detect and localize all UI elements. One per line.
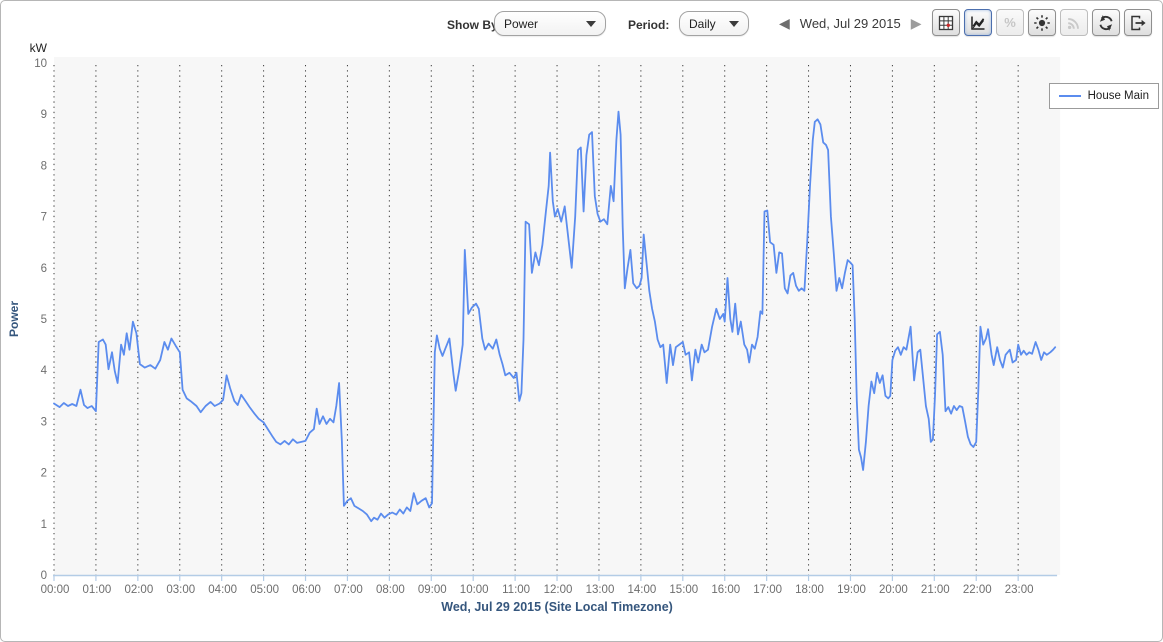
svg-text:9: 9 [41, 109, 47, 121]
previous-day-button[interactable]: ◀ [779, 15, 790, 31]
svg-text:23:00: 23:00 [1005, 584, 1034, 596]
period-dropdown[interactable]: Daily [679, 11, 749, 36]
table-grid-icon [938, 15, 954, 30]
export-icon [1131, 15, 1146, 30]
svg-text:04:00: 04:00 [208, 584, 237, 596]
svg-text:10:00: 10:00 [460, 584, 489, 596]
svg-text:19:00: 19:00 [837, 584, 866, 596]
x-axis-title: Wed, Jul 29 2015 (Site Local Timezone) [441, 600, 673, 614]
svg-text:17:00: 17:00 [753, 584, 782, 596]
svg-text:20:00: 20:00 [879, 584, 908, 596]
svg-text:18:00: 18:00 [795, 584, 824, 596]
percent-icon: % [1004, 15, 1016, 30]
svg-text:3: 3 [41, 416, 47, 428]
svg-text:10: 10 [34, 58, 47, 70]
feed-button [1060, 9, 1088, 36]
show-by-label: Show By: [447, 18, 502, 32]
svg-text:4: 4 [41, 365, 48, 377]
svg-text:06:00: 06:00 [292, 584, 321, 596]
svg-text:16:00: 16:00 [711, 584, 740, 596]
svg-text:02:00: 02:00 [124, 584, 153, 596]
svg-text:01:00: 01:00 [83, 584, 112, 596]
svg-text:7: 7 [41, 212, 47, 224]
unit-label: kW [30, 41, 48, 55]
gridlines [53, 65, 1019, 575]
svg-text:09:00: 09:00 [418, 584, 447, 596]
svg-text:15:00: 15:00 [669, 584, 698, 596]
svg-text:6: 6 [41, 263, 47, 275]
svg-text:13:00: 13:00 [586, 584, 615, 596]
line-chart-icon [971, 16, 985, 30]
refresh-icon [1099, 14, 1113, 31]
view-toolbar: % [932, 9, 1152, 36]
x-axis-labels: 00:00 01:00 02:00 03:00 04:00 05:00 06:00 07:00… [41, 584, 1034, 596]
svg-text:21:00: 21:00 [921, 584, 950, 596]
svg-text:2: 2 [41, 468, 47, 480]
chevron-down-icon [729, 20, 739, 27]
toolbar: Show By: Power Period: Daily ◀ Wed, Jul … [1, 1, 1162, 45]
svg-text:00:00: 00:00 [41, 584, 70, 596]
svg-text:1: 1 [41, 519, 47, 531]
svg-text:03:00: 03:00 [166, 584, 195, 596]
show-by-dropdown[interactable]: Power [494, 11, 606, 36]
svg-text:05:00: 05:00 [250, 584, 279, 596]
chevron-down-icon [586, 20, 596, 27]
svg-text:22:00: 22:00 [963, 584, 992, 596]
series-line-house-main [53, 110, 1057, 523]
export-button[interactable] [1124, 9, 1152, 36]
x-axis-ticks [53, 576, 1019, 581]
period-label: Period: [628, 18, 670, 32]
svg-text:11:00: 11:00 [502, 584, 530, 596]
show-by-value: Power [504, 16, 539, 31]
period-value: Daily [689, 16, 716, 31]
current-date-label: Wed, Jul 29 2015 [799, 15, 901, 31]
svg-text:8: 8 [41, 160, 47, 172]
y-axis-title: Power [7, 301, 21, 337]
svg-text:12:00: 12:00 [544, 584, 573, 596]
svg-text:14:00: 14:00 [627, 584, 656, 596]
legend: House Main [1048, 83, 1159, 109]
svg-text:07:00: 07:00 [334, 584, 363, 596]
percent-view-button: % [996, 9, 1024, 36]
solar-view-button[interactable] [1028, 9, 1056, 36]
date-navigation: ◀ Wed, Jul 29 2015 ▶ [779, 13, 922, 33]
next-day-button[interactable]: ▶ [910, 15, 922, 31]
series-color-swatch [1058, 95, 1081, 97]
legend-label: House Main [1087, 90, 1149, 102]
rss-icon [1067, 17, 1079, 29]
sun-icon [1034, 14, 1050, 31]
chart-view-button[interactable] [964, 9, 992, 36]
svg-text:08:00: 08:00 [376, 584, 405, 596]
refresh-button[interactable] [1092, 9, 1120, 36]
table-view-button[interactable] [932, 9, 960, 36]
svg-text:0: 0 [41, 570, 47, 582]
y-axis-labels: 0 1 2 3 4 5 6 7 8 9 10 [34, 58, 47, 582]
svg-text:5: 5 [41, 314, 47, 326]
